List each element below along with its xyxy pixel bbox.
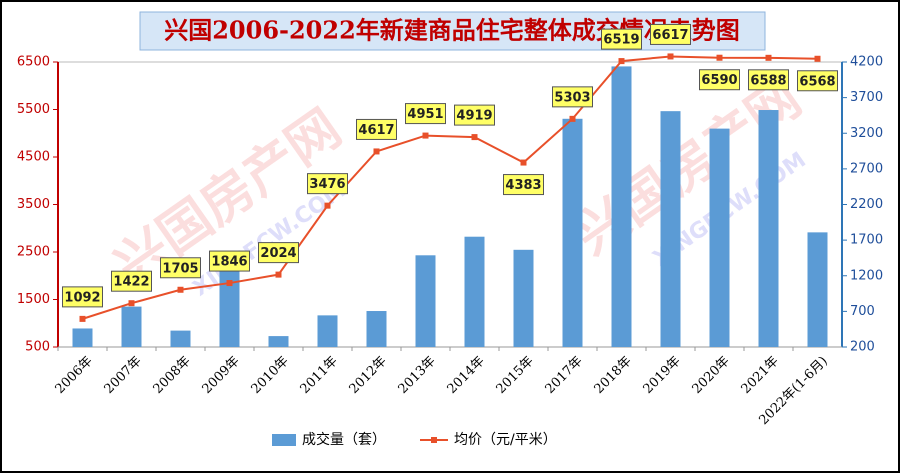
value-label-box	[62, 286, 103, 308]
value-label: 4617	[358, 123, 394, 138]
line-marker	[226, 280, 233, 287]
value-label: 1092	[64, 290, 100, 305]
y-tick-label: 4500	[17, 150, 50, 165]
y-tick-label: 1500	[17, 292, 50, 307]
value-label-box	[258, 242, 299, 264]
y2-tick-label: 1700	[850, 233, 883, 248]
line-marker	[373, 148, 380, 155]
bar	[611, 66, 632, 347]
line-marker	[275, 271, 282, 278]
value-label: 2024	[260, 246, 296, 261]
line-marker	[471, 134, 478, 141]
value-label: 6568	[799, 74, 835, 89]
bar	[366, 311, 387, 347]
line	[82, 55, 818, 320]
y-tick-label: 3500	[17, 197, 50, 212]
legend-swatch	[272, 434, 296, 446]
value-label: 1422	[113, 275, 149, 290]
y2-tick-label: 1200	[850, 268, 883, 283]
bar	[807, 232, 828, 347]
legend-label: 成交量（套）	[302, 431, 386, 448]
line-marker	[618, 58, 625, 65]
value-label: 4383	[505, 178, 541, 193]
line-marker	[177, 286, 184, 293]
value-label: 6617	[652, 28, 688, 43]
value-label-box	[552, 86, 593, 108]
value-label-box	[797, 70, 838, 92]
value-label-box	[307, 173, 348, 195]
y2-tick-label: 200	[850, 340, 875, 355]
bar	[464, 236, 485, 347]
value-label: 3476	[309, 177, 345, 192]
bar	[709, 128, 730, 347]
bar	[660, 111, 681, 347]
value-label-box	[111, 270, 152, 292]
value-label: 4919	[456, 109, 492, 124]
value-label: 1705	[162, 261, 198, 276]
value-label-box	[650, 23, 691, 45]
value-label-box	[160, 257, 201, 279]
bar	[219, 262, 240, 347]
value-label-box	[601, 28, 642, 50]
y2-tick-label: 2700	[850, 161, 883, 176]
bar	[121, 306, 142, 347]
y-tick-label: 500	[25, 340, 50, 355]
line-marker	[128, 300, 135, 307]
bar	[317, 315, 338, 347]
value-label-box	[699, 69, 740, 91]
value-label-box	[454, 104, 495, 126]
line-marker	[716, 54, 723, 61]
line-marker	[79, 315, 86, 322]
line-marker	[422, 132, 429, 139]
y2-tick-label: 4200	[850, 55, 883, 70]
y-tick-label: 6500	[17, 55, 50, 70]
value-label-box	[503, 174, 544, 196]
value-label-box	[209, 250, 250, 272]
bar	[268, 336, 289, 347]
value-label: 6590	[701, 73, 737, 88]
value-label: 5303	[554, 90, 590, 105]
bar	[758, 110, 779, 348]
line-marker	[520, 159, 527, 166]
line-marker	[814, 55, 821, 62]
line-marker	[667, 53, 674, 60]
bar	[513, 249, 534, 347]
bar	[170, 330, 191, 347]
legend-label: 均价（元/平米）	[454, 432, 557, 448]
line-marker	[765, 54, 772, 61]
y-tick-label: 2500	[17, 245, 50, 260]
value-label-box	[405, 103, 446, 125]
y2-tick-label: 700	[850, 304, 875, 319]
line-marker	[324, 202, 331, 209]
chart-title: 兴国2006-2022年新建商品住宅整体成交情况走势图	[164, 16, 740, 45]
y2-tick-label: 3200	[850, 126, 883, 141]
value-label-box	[748, 69, 789, 91]
y2-tick-label: 2200	[850, 197, 883, 212]
value-label: 6519	[603, 33, 639, 48]
bar	[562, 118, 583, 347]
value-label-box	[356, 118, 397, 140]
y2-tick-label: 3700	[850, 90, 883, 105]
value-label: 6588	[750, 73, 786, 88]
value-label: 4951	[407, 107, 443, 122]
line-marker	[569, 115, 576, 122]
bar	[415, 255, 436, 347]
y-tick-label: 5500	[17, 102, 50, 117]
bar	[72, 328, 93, 347]
legend-swatch	[431, 437, 437, 443]
value-label: 1846	[211, 255, 247, 270]
